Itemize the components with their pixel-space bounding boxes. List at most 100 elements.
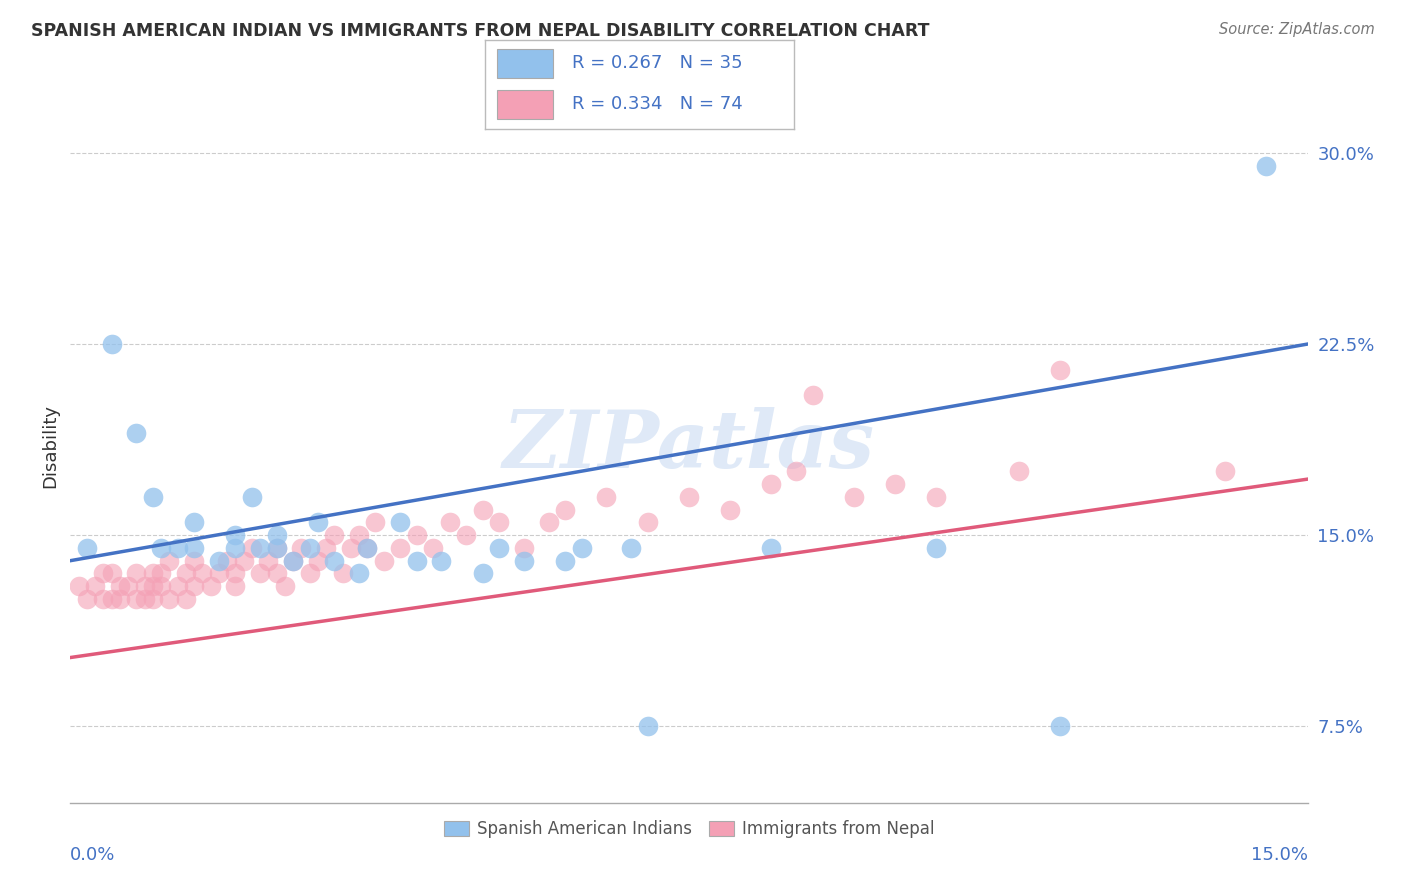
Point [1256, 159, 1278, 173]
Point [332, 566, 354, 581]
Point [142, 579, 165, 593]
FancyBboxPatch shape [498, 49, 553, 78]
Point [513, 554, 536, 568]
Point [281, 554, 304, 568]
Text: R = 0.334   N = 74: R = 0.334 N = 74 [572, 95, 742, 113]
Point [157, 554, 180, 568]
Point [208, 554, 231, 568]
Point [100, 337, 122, 351]
Point [266, 566, 288, 581]
Point [266, 528, 288, 542]
Text: 15.0%: 15.0% [1250, 846, 1308, 863]
Point [364, 516, 387, 530]
Point [356, 541, 378, 555]
Point [100, 566, 122, 581]
Point [405, 554, 427, 568]
Text: 0.0%: 0.0% [70, 846, 115, 863]
Point [488, 516, 510, 530]
Point [249, 566, 271, 581]
Point [183, 541, 205, 555]
Point [298, 541, 321, 555]
Point [266, 541, 288, 555]
Point [91, 566, 114, 581]
Point [1049, 719, 1071, 733]
Point [785, 465, 807, 479]
Point [224, 566, 246, 581]
Point [290, 541, 312, 555]
Point [571, 541, 593, 555]
Point [134, 591, 156, 606]
Point [224, 579, 246, 593]
Point [347, 528, 370, 542]
Point [240, 490, 263, 504]
Point [620, 541, 643, 555]
Point [307, 554, 329, 568]
Point [91, 591, 114, 606]
Point [142, 490, 165, 504]
Text: Source: ZipAtlas.com: Source: ZipAtlas.com [1219, 22, 1375, 37]
Point [554, 502, 576, 516]
Text: R = 0.267   N = 35: R = 0.267 N = 35 [572, 54, 742, 72]
Point [257, 554, 280, 568]
Point [488, 541, 510, 555]
Point [471, 566, 494, 581]
Text: SPANISH AMERICAN INDIAN VS IMMIGRANTS FROM NEPAL DISABILITY CORRELATION CHART: SPANISH AMERICAN INDIAN VS IMMIGRANTS FR… [31, 22, 929, 40]
Point [174, 591, 197, 606]
Point [637, 516, 659, 530]
Point [224, 528, 246, 542]
FancyBboxPatch shape [498, 90, 553, 119]
Point [842, 490, 865, 504]
Point [422, 541, 444, 555]
Point [183, 554, 205, 568]
Point [183, 579, 205, 593]
Point [761, 477, 783, 491]
Point [183, 516, 205, 530]
Point [84, 579, 107, 593]
Point [174, 566, 197, 581]
Point [356, 541, 378, 555]
Point [389, 541, 412, 555]
Point [125, 591, 148, 606]
Point [224, 541, 246, 555]
Point [142, 566, 165, 581]
Point [266, 541, 288, 555]
Point [554, 554, 576, 568]
Point [761, 541, 783, 555]
Point [100, 591, 122, 606]
Point [595, 490, 617, 504]
Point [150, 541, 173, 555]
Point [323, 528, 346, 542]
Point [232, 554, 254, 568]
Point [274, 579, 297, 593]
Y-axis label: Disability: Disability [41, 404, 59, 488]
Text: ZIPatlas: ZIPatlas [503, 408, 875, 484]
Point [200, 579, 222, 593]
Point [157, 591, 180, 606]
Point [166, 541, 188, 555]
Point [1213, 465, 1236, 479]
Point [373, 554, 395, 568]
Point [125, 426, 148, 441]
Point [471, 502, 494, 516]
Point [637, 719, 659, 733]
Point [1008, 465, 1031, 479]
Point [307, 516, 329, 530]
Point [456, 528, 478, 542]
Point [801, 388, 824, 402]
Point [315, 541, 337, 555]
Point [108, 579, 131, 593]
Point [142, 591, 165, 606]
Point [347, 566, 370, 581]
Point [405, 528, 427, 542]
Point [108, 591, 131, 606]
Point [718, 502, 741, 516]
Point [925, 541, 948, 555]
Point [513, 541, 536, 555]
Point [150, 579, 173, 593]
Point [925, 490, 948, 504]
Point [117, 579, 139, 593]
Point [1049, 362, 1071, 376]
Point [240, 541, 263, 555]
Point [208, 566, 231, 581]
Point [166, 579, 188, 593]
